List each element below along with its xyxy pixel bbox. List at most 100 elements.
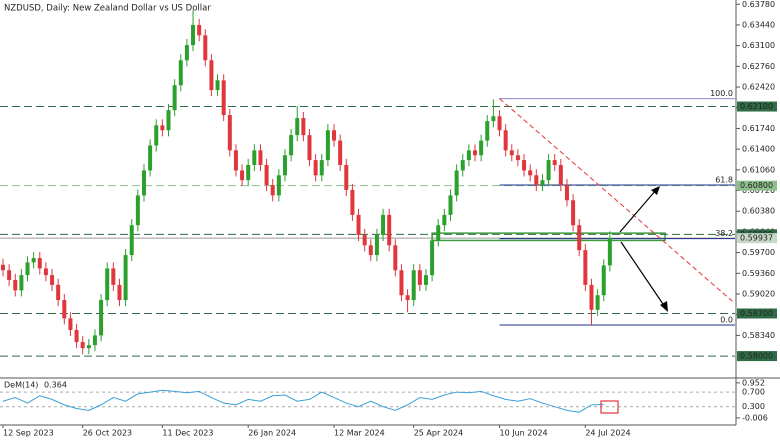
y-tick-label: 0.59020 [742,290,775,299]
candle-body [264,164,269,186]
candle-body [105,268,110,301]
candle-body [528,170,533,176]
candle-body [270,185,275,196]
candle-body [522,160,527,171]
candle-body [123,255,128,301]
candle-body [154,125,159,146]
candle-body [111,268,116,285]
arrow-up [619,189,657,233]
candle-body [577,225,582,251]
candle-body [209,60,214,91]
candle-body [25,262,30,276]
candle-body [276,175,281,196]
candle-body [13,280,18,291]
candle-body [509,150,514,156]
candle-body [344,164,349,190]
indicator-tick-label: 0.300 [742,402,765,411]
candle-body [546,160,551,181]
candle-body [31,258,36,263]
candle-body [436,225,441,241]
candle-body [282,155,287,176]
candle-body [141,170,146,196]
candle-body [393,245,398,271]
candle-body [117,284,122,301]
candle-body [227,115,232,151]
candle-body [399,270,404,296]
indicator-value: 0.364 [44,381,67,390]
candle-body [135,195,140,226]
candle-body [350,189,355,215]
candle-body [37,258,42,269]
x-tick-label: 25 Apr 2024 [414,429,463,438]
y-tick-label: 0.60380 [742,207,775,216]
candle-body [473,150,478,156]
indicator-line [2,389,604,413]
candle-body [43,268,48,276]
y-tick-label: 0.61060 [742,165,775,174]
candle-body [319,160,324,176]
candle-body [62,300,67,319]
candle-body [74,329,79,343]
candle-body [178,60,183,86]
level-box [737,351,777,362]
candle-body [515,155,520,161]
y-tick-label: 0.62760 [742,62,775,71]
candle-body [313,160,318,176]
candle-body [540,180,545,186]
candle-body [485,121,490,141]
candle-body [595,295,600,310]
candle-body [583,250,588,285]
candle-body [466,150,471,161]
candle-body [387,214,392,246]
y-tick-label: 0.59700 [742,248,775,257]
candle-body [374,234,379,256]
candle-body [19,275,24,291]
indicator-tick-label: -0.006 [742,413,768,422]
candle-body [417,270,422,285]
candle-body [56,284,61,301]
candle-body [356,214,361,235]
candle-body [442,214,447,226]
fib-label: 0.0 [720,316,733,325]
candle-body [172,85,177,111]
candle-body [80,342,85,349]
candle-body [552,160,557,165]
x-tick-label: 24 Jul 2024 [585,429,630,438]
arrow-down [620,241,666,308]
candle-body [534,175,539,186]
level-label: 0.58000 [740,352,773,361]
candle-body [362,234,367,246]
candle-body [166,110,171,131]
candle-body [338,140,343,165]
candle-body [405,295,410,301]
candle-body [503,130,508,151]
y-tick-label: 0.61740 [742,124,775,133]
candle-body [491,116,496,122]
candle-body [160,125,165,131]
fib-label: 38.2 [715,229,733,238]
candle-body [558,164,563,186]
candle-body [197,24,202,36]
candle-body [411,270,416,301]
candle-body [203,35,208,61]
candle-body [240,170,245,181]
arrow-up-head [651,186,660,195]
candle-body [301,118,306,136]
y-tick-label: 0.59360 [742,269,775,278]
candle-body [479,140,484,156]
candle-body [295,118,300,136]
candle-body [368,245,373,256]
level-box [737,308,777,319]
candle-body [92,335,97,346]
candle-body [607,238,612,266]
candle-body [1,264,5,271]
candle-body [86,345,91,349]
candle-body [460,160,465,171]
fib-label: 100.0 [710,89,733,98]
level-label: 0.62100 [740,102,773,111]
candle-body [215,80,220,91]
candle-body [246,164,251,181]
indicator-tick-label: 0.952 [742,378,765,387]
